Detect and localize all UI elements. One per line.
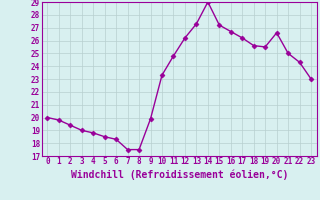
X-axis label: Windchill (Refroidissement éolien,°C): Windchill (Refroidissement éolien,°C): [70, 169, 288, 180]
